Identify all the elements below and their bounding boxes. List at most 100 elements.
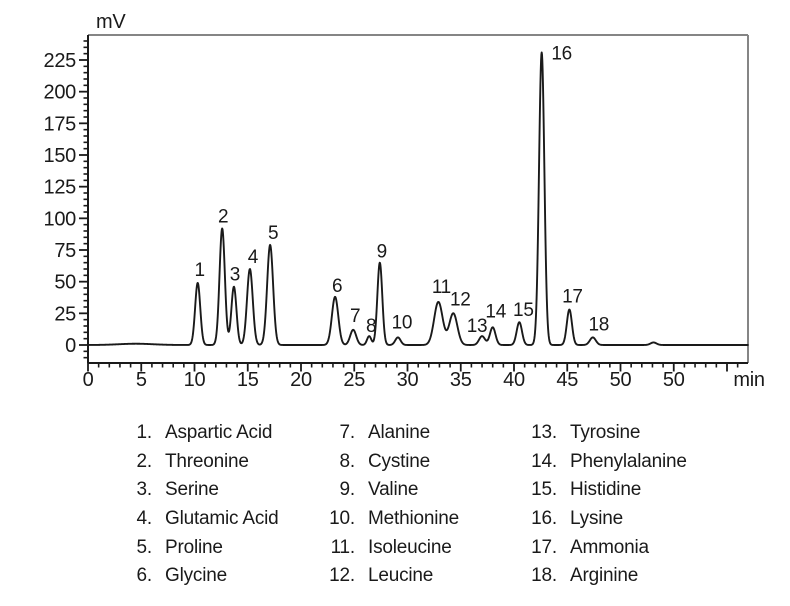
- legend-item-number: 2.: [136, 450, 153, 472]
- legend-item: 11. Isoleucine: [285, 537, 459, 566]
- peak-label-3: 3: [230, 265, 240, 286]
- peak-label-8: 8: [366, 316, 376, 337]
- legend-column-2: 7. Alanine 8. Cystine 9. Valine 10. Methionine 1…: [285, 422, 459, 594]
- peak-label-14: 14: [485, 301, 506, 322]
- y-tick-label: 225: [44, 50, 77, 72]
- legend-item-name: Arginine: [570, 565, 639, 587]
- peak-legend: 1. Aspartic Acid 2. Threonine 3. Serine 4. Glut…: [0, 422, 790, 598]
- legend-item: 18. Arginine: [487, 565, 687, 594]
- legend-column-1: 1. Aspartic Acid 2. Threonine 3. Serine 4. Glut…: [82, 422, 279, 594]
- legend-item-name: Alanine: [368, 422, 430, 443]
- y-tick-label: 50: [54, 272, 76, 294]
- legend-item-name: Cystine: [368, 450, 430, 472]
- legend-item-number: 1.: [136, 422, 153, 443]
- legend-item: 6. Glycine: [82, 565, 279, 594]
- legend-item-number: 4.: [136, 508, 153, 530]
- x-tick-label: 50: [610, 369, 632, 391]
- y-tick-label: 150: [44, 145, 77, 167]
- y-tick-label: 25: [54, 303, 76, 325]
- peak-label-6: 6: [332, 276, 342, 297]
- x-tick-label: 10: [184, 369, 206, 391]
- legend-item-name: Isoleucine: [368, 536, 452, 558]
- y-tick-label: 75: [54, 240, 76, 262]
- legend-item-number: 5.: [136, 536, 153, 558]
- y-axis-unit-label: mV: [96, 11, 126, 33]
- legend-item-name: Lysine: [570, 508, 624, 530]
- peak-label-17: 17: [562, 287, 583, 308]
- y-tick-label: 100: [44, 208, 77, 230]
- x-tick-label: 25: [343, 369, 365, 391]
- legend-item-number: 6.: [136, 565, 153, 587]
- legend-item-name: Glycine: [165, 565, 227, 587]
- legend-item-number: 17.: [531, 536, 557, 558]
- peak-label-7: 7: [350, 306, 360, 327]
- y-tick-label: 175: [44, 113, 77, 135]
- legend-item-number: 16.: [531, 508, 557, 530]
- peak-label-13: 13: [467, 316, 488, 337]
- x-tick-label: 40: [503, 369, 525, 391]
- peak-label-15: 15: [513, 300, 534, 321]
- legend-item-name: Threonine: [165, 450, 249, 472]
- peak-label-5: 5: [268, 223, 278, 244]
- peak-label-16: 16: [551, 43, 572, 64]
- legend-item-name: Proline: [165, 536, 223, 558]
- legend-item: 17. Ammonia: [487, 537, 687, 566]
- legend-item: 15. Histidine: [487, 479, 687, 508]
- y-tick-label: 0: [65, 335, 76, 357]
- legend-item-name: Leucine: [368, 565, 434, 587]
- legend-item: 14. Phenylalanine: [487, 451, 687, 480]
- legend-item-name: Glutamic Acid: [165, 508, 279, 530]
- x-tick-label: 35: [450, 369, 472, 391]
- peak-label-1: 1: [195, 260, 205, 281]
- legend-item: 16. Lysine: [487, 508, 687, 537]
- x-tick-label: 50: [663, 369, 685, 391]
- legend-item: 13. Tyrosine: [487, 422, 687, 451]
- legend-item-number: 3.: [136, 479, 153, 501]
- peak-label-2: 2: [218, 206, 228, 227]
- legend-item: 9. Valine: [285, 479, 459, 508]
- legend-item-number: 8.: [339, 450, 356, 472]
- legend-item-name: Phenylalanine: [570, 450, 687, 472]
- peak-label-4: 4: [248, 247, 259, 268]
- signal-trace: [87, 51, 749, 346]
- legend-item-number: 10.: [329, 508, 355, 530]
- legend-item-number: 12.: [329, 565, 355, 587]
- legend-item: 8. Cystine: [285, 451, 459, 480]
- x-tick-label: 5: [136, 369, 147, 391]
- y-tick-label: 125: [44, 177, 77, 199]
- legend-item-name: Tyrosine: [570, 422, 641, 443]
- legend-item: 2. Threonine: [82, 451, 279, 480]
- legend-item-name: Serine: [165, 479, 219, 501]
- x-tick-label: 30: [397, 369, 419, 391]
- legend-item: 1. Aspartic Acid: [82, 422, 279, 451]
- peak-label-12: 12: [450, 289, 471, 310]
- legend-item: 12. Leucine: [285, 565, 459, 594]
- legend-item-number: 9.: [339, 479, 356, 501]
- peak-label-11: 11: [432, 277, 451, 298]
- x-tick-label: 20: [290, 369, 312, 391]
- legend-item-number: 11.: [330, 536, 356, 558]
- x-axis-unit-label: min: [733, 369, 764, 391]
- y-tick-label: 200: [44, 82, 77, 104]
- x-tick-label: 0: [83, 369, 94, 391]
- legend-item-name: Aspartic Acid: [165, 422, 273, 443]
- legend-item-number: 14.: [531, 450, 557, 472]
- legend-item: 4. Glutamic Acid: [82, 508, 279, 537]
- peak-label-9: 9: [377, 242, 387, 263]
- legend-item-number: 13.: [531, 422, 557, 443]
- legend-item-number: 15.: [531, 479, 557, 501]
- legend-item-number: 7.: [339, 422, 356, 443]
- legend-item-name: Valine: [368, 479, 419, 501]
- legend-item: 7. Alanine: [285, 422, 459, 451]
- x-tick-label: 45: [556, 369, 578, 391]
- legend-item: 3. Serine: [82, 479, 279, 508]
- legend-item: 5. Proline: [82, 537, 279, 566]
- peak-label-18: 18: [589, 314, 610, 335]
- legend-item: 10. Methionine: [285, 508, 459, 537]
- x-tick-label: 15: [237, 369, 259, 391]
- legend-column-3: 13. Tyrosine 14. Phenylalanine 15. Histidine 1…: [487, 422, 687, 594]
- legend-item-name: Methionine: [368, 508, 459, 530]
- legend-item-name: Histidine: [570, 479, 642, 501]
